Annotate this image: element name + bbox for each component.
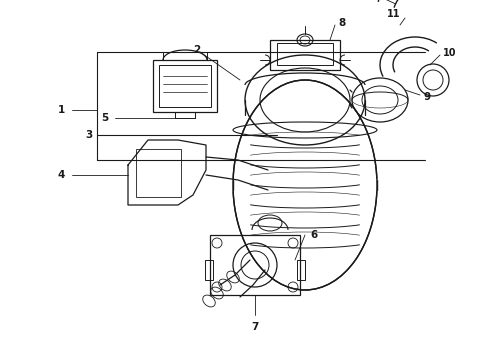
- Text: 8: 8: [338, 18, 345, 28]
- Bar: [159, 65, 211, 107]
- Text: 11: 11: [387, 9, 400, 19]
- Bar: [210, 235, 300, 295]
- Text: 4: 4: [58, 170, 65, 180]
- Text: 6: 6: [310, 230, 317, 240]
- Bar: [205, 260, 213, 280]
- Text: 1: 1: [58, 105, 65, 115]
- Text: 2: 2: [194, 45, 200, 55]
- Bar: [136, 149, 181, 197]
- Text: 7: 7: [251, 322, 259, 332]
- Bar: [297, 260, 305, 280]
- Bar: [277, 43, 333, 65]
- Text: 9: 9: [424, 92, 431, 102]
- Text: 10: 10: [443, 48, 457, 58]
- Bar: [153, 60, 217, 112]
- Bar: [270, 40, 340, 70]
- Text: 3: 3: [86, 130, 93, 140]
- Text: 5: 5: [101, 113, 108, 123]
- Bar: [163, 52, 207, 60]
